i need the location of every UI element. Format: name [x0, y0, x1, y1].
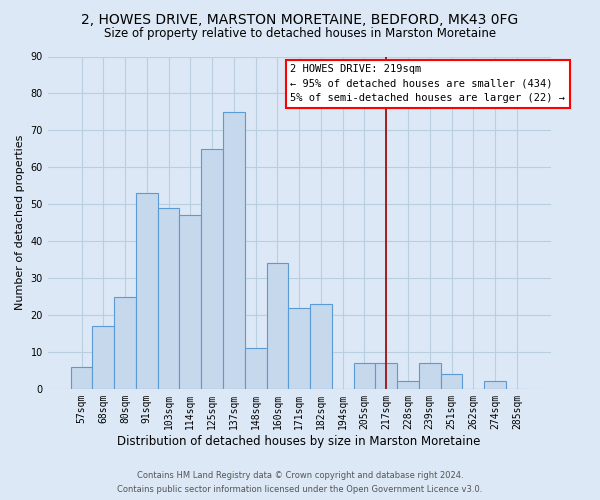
- Bar: [288, 308, 310, 389]
- Text: 2, HOWES DRIVE, MARSTON MORETAINE, BEDFORD, MK43 0FG: 2, HOWES DRIVE, MARSTON MORETAINE, BEDFO…: [82, 12, 518, 26]
- Bar: [310, 304, 332, 389]
- X-axis label: Distribution of detached houses by size in Marston Moretaine: Distribution of detached houses by size …: [118, 434, 481, 448]
- Bar: [376, 363, 397, 389]
- Bar: [419, 363, 440, 389]
- Bar: [71, 366, 92, 389]
- Bar: [136, 193, 158, 389]
- Bar: [201, 149, 223, 389]
- Bar: [484, 382, 506, 389]
- Bar: [179, 216, 201, 389]
- Bar: [92, 326, 114, 389]
- Bar: [353, 363, 376, 389]
- Bar: [245, 348, 266, 389]
- Bar: [266, 264, 288, 389]
- Text: Contains HM Land Registry data © Crown copyright and database right 2024.
Contai: Contains HM Land Registry data © Crown c…: [118, 472, 482, 494]
- Bar: [440, 374, 463, 389]
- Bar: [397, 382, 419, 389]
- Y-axis label: Number of detached properties: Number of detached properties: [15, 135, 25, 310]
- Bar: [114, 296, 136, 389]
- Text: 2 HOWES DRIVE: 219sqm
← 95% of detached houses are smaller (434)
5% of semi-deta: 2 HOWES DRIVE: 219sqm ← 95% of detached …: [290, 64, 565, 104]
- Bar: [223, 112, 245, 389]
- Bar: [158, 208, 179, 389]
- Text: Size of property relative to detached houses in Marston Moretaine: Size of property relative to detached ho…: [104, 28, 496, 40]
